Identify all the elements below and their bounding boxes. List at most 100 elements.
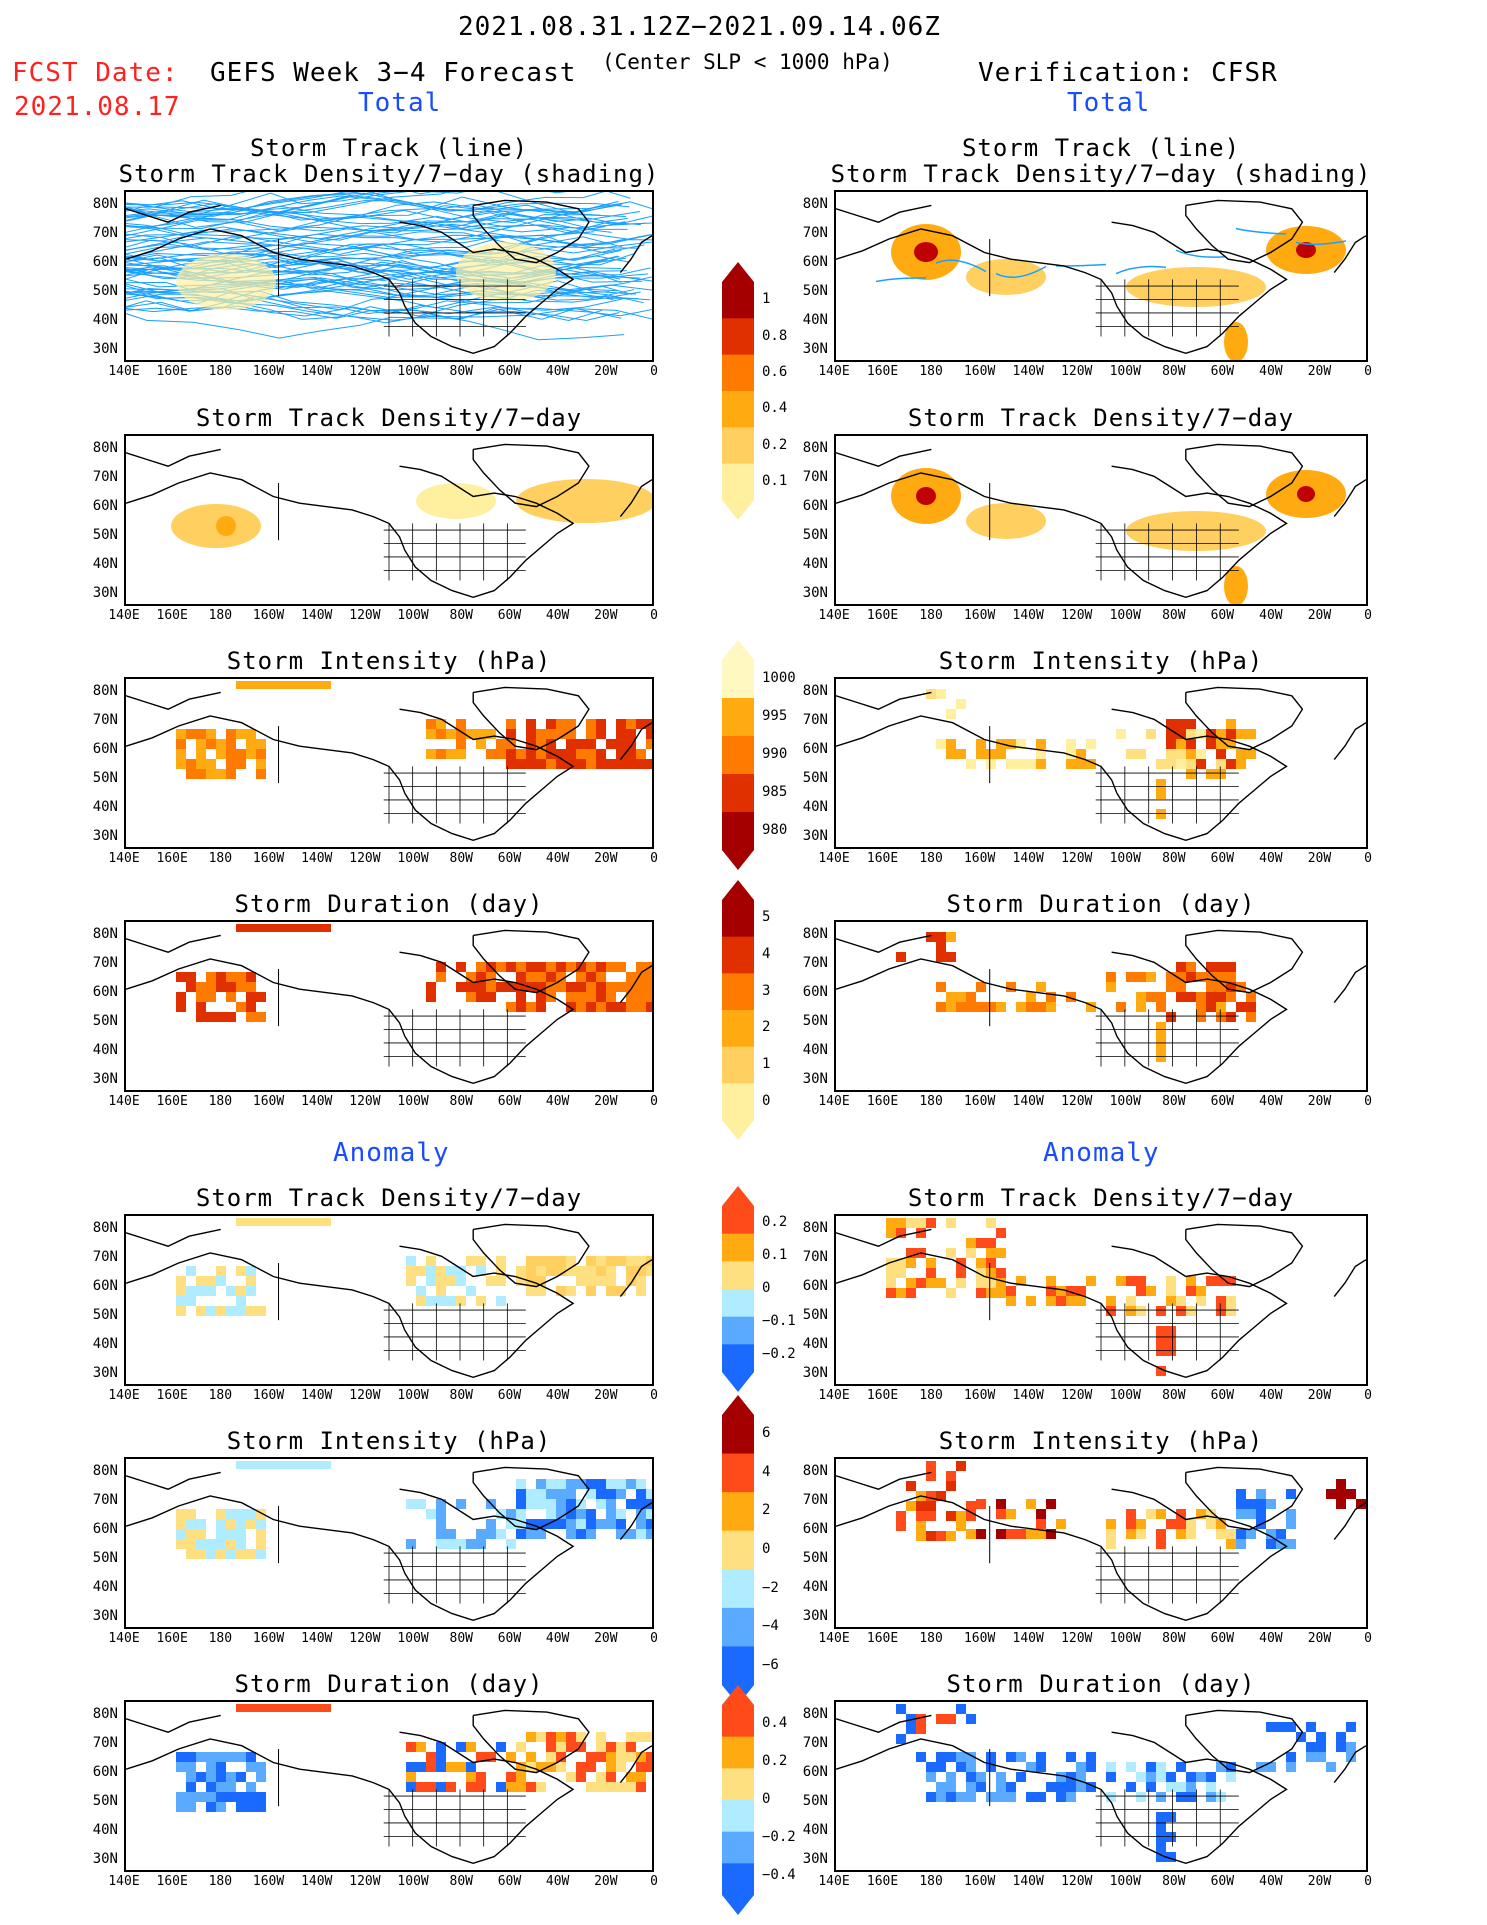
grid-cell [1226,1539,1236,1549]
grid-cell [226,1772,236,1782]
grid-cell [426,1762,436,1772]
grid-cell [636,1509,646,1519]
colorbar-swatch [722,698,754,737]
y-tick-label: 40N [802,1822,828,1838]
grid-cell [986,1762,996,1772]
colorbar-label: 0.2 [762,1213,788,1230]
grid-cell [236,1792,246,1802]
grid-cell [526,962,536,972]
grid-cell [1346,1752,1356,1762]
grid-cell [196,1012,206,1022]
y-tick-label: 70N [802,1735,828,1751]
grid-cell [586,1762,596,1772]
grid-cell [246,1266,256,1276]
grid-cell [216,1792,226,1802]
grid-cell [616,1529,626,1539]
coastline [836,1731,1288,1865]
colorbar-swatch [722,812,754,851]
grid-cell [536,1529,546,1539]
right-column-title: Verification: CFSR [978,58,1278,88]
grid-cell [566,992,576,1002]
x-tick-label: 160W [252,851,285,866]
x-tick-label: 20W [1307,1874,1332,1889]
storm-track-line [1295,240,1347,246]
x-tick-label: 100W [397,364,429,379]
grid-cell [636,1479,646,1489]
grid-cell [206,1549,216,1559]
storm-track-line [126,194,627,233]
grid-cell [626,749,636,759]
grid-cell [586,1509,596,1519]
grid-cell [1046,1002,1056,1012]
grid-cell [1006,1286,1016,1296]
grid-cell [516,1762,526,1772]
grid-cell [436,1286,446,1296]
grid-cell [606,1286,616,1296]
x-tick-label: 160E [866,1631,899,1646]
grid-cell [1106,1519,1116,1529]
grid-cell [496,982,506,992]
x-tick-label: 20W [594,1094,618,1109]
grid-cell [556,1256,566,1266]
grid-cell [206,1286,216,1296]
grid-cell [1206,1782,1216,1792]
grid-cell [626,1002,636,1012]
grid-cell [626,1529,636,1539]
y-tick-label: 50N [92,527,118,543]
map-canvas [126,681,652,842]
grid-cell [1166,1832,1176,1842]
anomaly-left-label: Anomaly [333,1138,450,1168]
grid-cell [246,982,256,992]
grid-cell [886,1278,896,1288]
grid-cell [1036,1752,1046,1762]
colorbar-label: 0 [762,1092,771,1109]
grid-cell [1246,1002,1256,1012]
grid-cell [216,1772,226,1782]
grid-cell [1036,1002,1046,1012]
y-tick-label: 80N [92,926,118,942]
grid-cell [526,1499,536,1509]
grid-cell [476,962,486,972]
x-tick-label: 160W [963,1388,996,1403]
grid-cell [1166,1336,1176,1346]
grid-cell [636,1762,646,1772]
grid-cell [256,1772,266,1782]
grid-cell [566,749,576,759]
grid-cell [456,1266,466,1276]
x-tick-label: 140W [301,608,333,623]
y-tick-label: 40N [92,556,118,572]
europe-coastline [619,235,652,274]
map-canvas [836,1461,1366,1622]
grid-cell [1066,1792,1076,1802]
page-subtitle: (Center SLP < 1000 hPa) [602,50,893,74]
grid-cell [1016,759,1026,769]
grid-cell [526,1529,536,1539]
grid-cell [1176,992,1186,1002]
grid-cell [636,749,646,759]
grid-cell [526,1752,536,1762]
grid-cell [586,992,596,1002]
grid-cell [1186,1529,1196,1539]
grid-cell [626,982,636,992]
grid-cell [246,1802,256,1812]
grid-cell [896,1268,906,1278]
grid-cell [176,1752,186,1762]
storm-track-line [126,192,466,222]
grid-cell [966,1501,976,1511]
grid-cell [466,1742,476,1752]
grid-cell [596,1256,606,1266]
grid-cell [946,749,956,759]
grid-cell [996,1529,1006,1539]
grid-cell [196,1792,206,1802]
grid-cell [516,972,526,982]
grid-cell [1246,749,1256,759]
grid-cell [1056,1296,1066,1306]
x-tick-label: 20W [1307,1094,1332,1109]
grid-cell [1226,1762,1236,1772]
grid-cell [1186,749,1196,759]
grid-cell [1326,1489,1336,1499]
eurasia-coastline [126,1714,221,1733]
y-tick-label: 40N [92,312,118,328]
grid-cell [516,1782,526,1792]
density-shading [1297,486,1315,502]
